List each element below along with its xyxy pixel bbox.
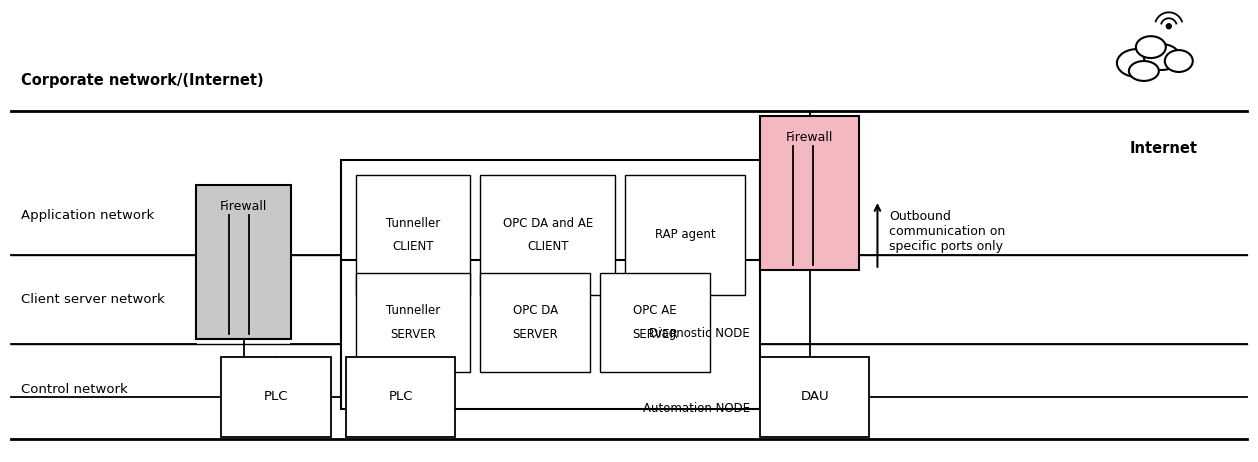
- Ellipse shape: [1144, 44, 1180, 70]
- Bar: [481, 176, 615, 295]
- Bar: [356, 176, 470, 295]
- Text: Outbound
communication on
specific ports only: Outbound communication on specific ports…: [889, 210, 1005, 253]
- Bar: [341, 260, 760, 409]
- Text: Tunneller: Tunneller: [386, 217, 440, 230]
- Bar: [356, 273, 470, 372]
- Bar: [196, 185, 291, 340]
- Bar: [760, 357, 869, 437]
- Text: Client server network: Client server network: [21, 293, 165, 306]
- Text: Application network: Application network: [21, 209, 155, 222]
- Text: SERVER: SERVER: [512, 328, 559, 341]
- Text: Corporate network/(Internet): Corporate network/(Internet): [21, 73, 264, 88]
- Bar: [341, 160, 760, 334]
- Ellipse shape: [1128, 61, 1159, 81]
- Text: Diagnostic NODE: Diagnostic NODE: [649, 328, 750, 340]
- Text: Tunneller: Tunneller: [386, 304, 440, 317]
- Bar: [481, 273, 590, 372]
- Bar: [625, 176, 745, 295]
- Text: RAP agent: RAP agent: [654, 229, 716, 242]
- Ellipse shape: [1117, 49, 1157, 77]
- Text: PLC: PLC: [389, 390, 413, 403]
- Ellipse shape: [1136, 36, 1166, 58]
- Text: Automation NODE: Automation NODE: [643, 402, 750, 415]
- Text: OPC DA and AE: OPC DA and AE: [502, 217, 593, 230]
- Text: Firewall: Firewall: [220, 200, 268, 213]
- Text: OPC AE: OPC AE: [633, 304, 677, 317]
- Bar: [760, 116, 859, 270]
- Bar: [221, 357, 331, 437]
- Ellipse shape: [1165, 50, 1193, 72]
- Text: Control network: Control network: [21, 383, 128, 395]
- Circle shape: [1166, 24, 1171, 29]
- Text: CLIENT: CLIENT: [392, 240, 434, 253]
- Text: DAU: DAU: [800, 390, 829, 403]
- Bar: [346, 357, 455, 437]
- Text: Firewall: Firewall: [786, 131, 833, 144]
- Text: Internet: Internet: [1130, 141, 1198, 156]
- Text: SERVER: SERVER: [390, 328, 435, 341]
- Text: PLC: PLC: [263, 390, 288, 403]
- Text: SERVER: SERVER: [632, 328, 678, 341]
- Text: OPC DA: OPC DA: [513, 304, 557, 317]
- Bar: [600, 273, 710, 372]
- Text: CLIENT: CLIENT: [527, 240, 569, 253]
